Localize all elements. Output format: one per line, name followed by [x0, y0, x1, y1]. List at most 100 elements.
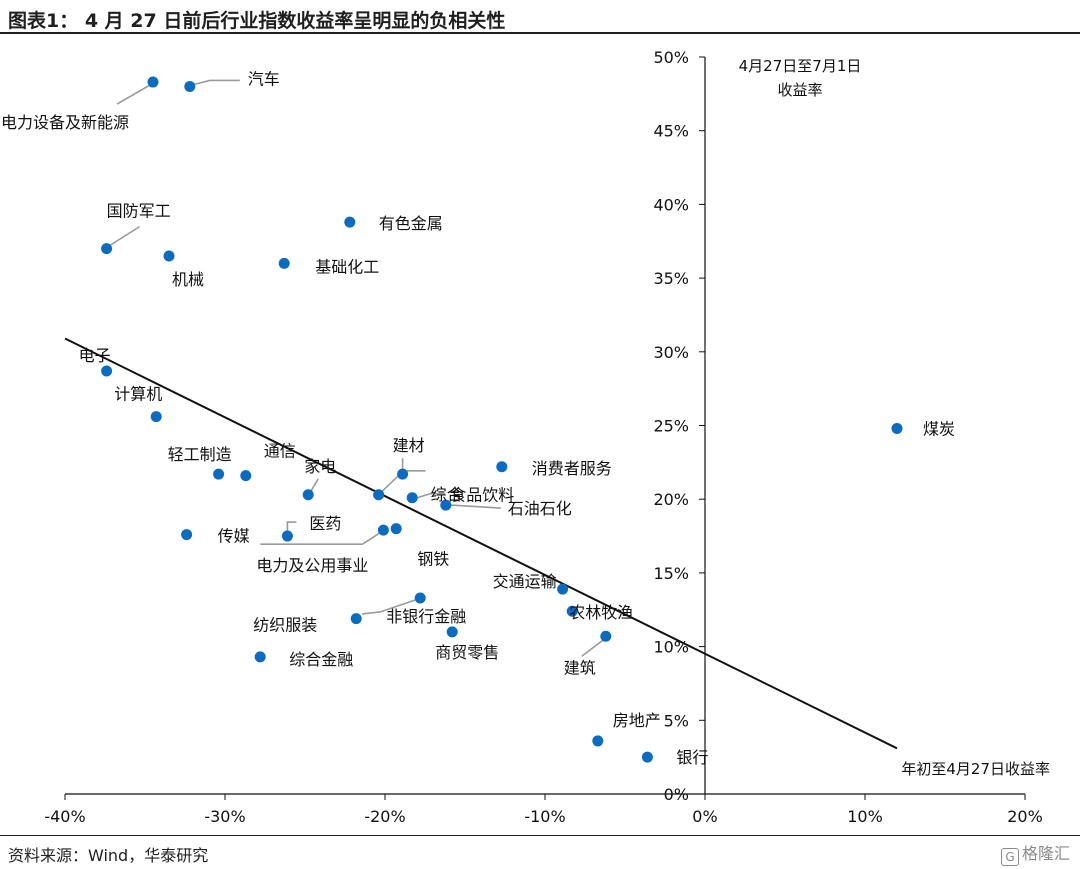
data-point	[147, 76, 159, 88]
y-tick-label: 35%	[653, 269, 689, 288]
leader-line	[193, 79, 240, 86]
x-tick-label: 10%	[847, 807, 883, 826]
data-point	[566, 605, 578, 617]
data-label: 国防军工	[107, 202, 171, 221]
data-label: 轻工制造	[168, 445, 232, 464]
data-label: 电力设备及新能源	[1, 113, 129, 132]
y-tick-label: 40%	[653, 195, 689, 214]
data-label: 通信	[264, 442, 296, 461]
y-tick-label: 50%	[653, 48, 689, 67]
data-point	[344, 216, 356, 228]
data-point	[254, 651, 266, 663]
y-tick-label: 45%	[653, 122, 689, 141]
data-point	[278, 257, 290, 269]
figure-title: 图表1： 4 月 27 日前后行业指数收益率呈明显的负相关性	[8, 10, 506, 32]
data-label: 机械	[172, 270, 204, 289]
data-point	[281, 530, 293, 542]
data-point	[641, 751, 653, 763]
y-tick-label: 5%	[664, 711, 689, 730]
leader-line	[116, 84, 151, 105]
data-point	[891, 422, 903, 434]
scatter-chart: -40% -30% -20% -10% 0% 10% 20% 0% 5% 10% 15% 20% 25%…	[1, 48, 1050, 826]
data-point	[181, 529, 193, 541]
data-label: 交通运输	[493, 572, 557, 591]
x-tick-label: -30%	[204, 807, 245, 826]
data-point	[150, 411, 162, 423]
data-point	[592, 735, 604, 747]
data-label: 医药	[309, 514, 341, 533]
data-label: 银行	[676, 748, 708, 767]
x-tick-label: -40%	[44, 807, 85, 826]
data-label: 农林牧渔	[569, 603, 633, 622]
x-tick-label: -10%	[524, 807, 565, 826]
data-point	[302, 489, 314, 501]
y-tick-label: 10%	[653, 638, 689, 657]
data-label: 食品饮料	[450, 486, 514, 505]
data-point	[414, 592, 426, 604]
y-tick-label: 20%	[653, 490, 689, 509]
leader-line	[450, 504, 501, 509]
data-label: 计算机	[114, 385, 162, 404]
leader-line	[260, 532, 380, 545]
axes: -40% -30% -20% -10% 0% 10% 20% 0% 5% 10% 15% 20% 25%…	[44, 48, 1050, 826]
data-point	[557, 583, 569, 595]
data-label: 非银行金融	[386, 607, 466, 626]
watermark-text: 格隆汇	[1021, 844, 1070, 863]
data-point	[496, 461, 508, 473]
data-label: 消费者服务	[532, 459, 612, 478]
data-point	[377, 524, 389, 536]
data-label: 建材	[393, 436, 425, 455]
data-label: 传媒	[218, 527, 250, 546]
trendline-layer	[64, 337, 898, 750]
watermark: G 格隆汇	[1000, 840, 1070, 866]
data-point	[446, 626, 458, 638]
y-tick-label: 15%	[653, 564, 689, 583]
data-point	[397, 468, 409, 480]
leader-line	[310, 478, 319, 492]
leader-line	[286, 521, 297, 533]
leader-line	[581, 639, 604, 657]
data-label: 房地产	[613, 711, 661, 730]
title-divider	[0, 32, 1080, 34]
data-point	[184, 80, 196, 92]
trendline	[64, 337, 898, 750]
leader-line	[416, 492, 446, 499]
leader-line	[362, 599, 416, 615]
data-label: 建筑	[564, 658, 596, 677]
data-label: 商贸零售	[435, 643, 499, 662]
data-label: 家电	[304, 457, 336, 476]
data-point	[101, 365, 113, 377]
data-point	[406, 492, 418, 504]
data-label: 综合	[431, 485, 463, 504]
data-label: 煤炭	[923, 419, 955, 438]
y-axis-title-line2: 收益率	[777, 81, 822, 99]
data-point	[101, 243, 113, 255]
data-label: 有色金属	[379, 214, 443, 233]
data-label: 电子	[79, 346, 111, 365]
data-label: 综合金融	[289, 650, 353, 669]
data-label: 石油石化	[508, 499, 572, 518]
y-tick-label: 25%	[653, 417, 689, 436]
data-label: 纺织服装	[253, 616, 317, 635]
y-axis-title-line1: 4月27日至7月1日	[739, 57, 862, 75]
leader-lines	[109, 79, 604, 657]
data-label: 汽车	[248, 69, 280, 88]
watermark-logo-icon: G	[1000, 848, 1019, 866]
source-note: 资料来源：Wind，华泰研究	[8, 846, 209, 865]
data-point	[600, 630, 612, 642]
data-label: 电力及公用事业	[256, 556, 368, 575]
footer-divider	[0, 835, 1080, 836]
data-label: 基础化工	[315, 257, 379, 276]
y-tick-label: 0%	[664, 785, 689, 804]
data-points	[101, 76, 903, 763]
data-point	[390, 523, 402, 535]
leader-line	[109, 225, 141, 247]
x-axis-title: 年初至4月27日收益率	[901, 760, 1050, 778]
data-label: 钢铁	[417, 550, 449, 569]
x-tick-label: 0%	[692, 807, 717, 826]
x-tick-label: 20%	[1007, 807, 1043, 826]
data-point	[240, 470, 252, 482]
x-tick-label: -20%	[364, 807, 405, 826]
data-point	[373, 489, 385, 501]
